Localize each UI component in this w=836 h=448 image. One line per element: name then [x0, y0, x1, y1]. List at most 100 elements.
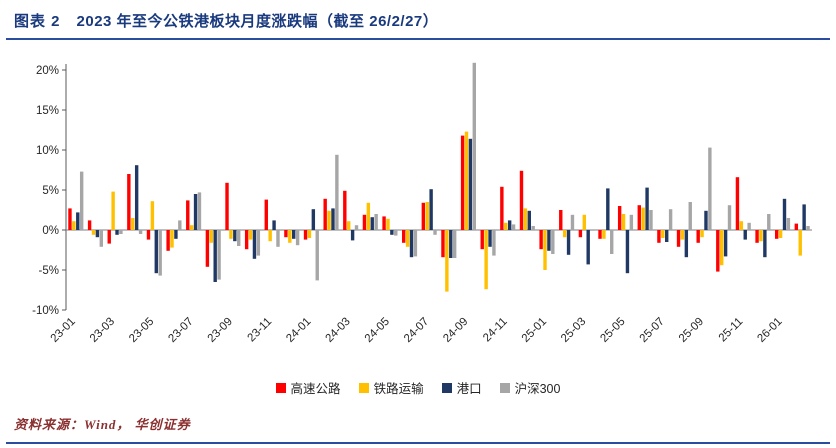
bar-港口-24-05: [390, 230, 394, 235]
bar-沪深300-25-01: [551, 230, 555, 254]
bar-港口-24-03: [350, 230, 355, 241]
bar-港口-25-05: [625, 230, 630, 274]
bar-沪深300-24-12: [531, 226, 535, 230]
x-tick-label: 26-01: [755, 316, 784, 345]
bar-港口-24-07: [429, 189, 433, 230]
header-divider: [6, 38, 830, 40]
bar-沪深300-23-04: [138, 230, 143, 234]
legend-swatch-icon: [441, 382, 452, 393]
legend-item-沪深300: 沪深300: [499, 378, 561, 397]
bar-高速公路-23-08: [205, 230, 210, 267]
bar-铁路运输-23-06: [170, 230, 174, 248]
bar-铁路运输-23-12: [288, 230, 292, 243]
bar-港口-23-05: [154, 230, 158, 274]
x-tick-label: 25-07: [638, 316, 667, 345]
bar-沪深300-24-01: [315, 230, 319, 281]
bar-高速公路-23-11: [264, 199, 268, 230]
bar-铁路运输-24-04: [366, 202, 371, 230]
bar-港口-23-12: [292, 230, 296, 239]
bar-高速公路-26-01: [775, 230, 779, 239]
bar-高速公路-25-10: [716, 230, 720, 272]
bar-港口-23-07: [193, 194, 198, 230]
bar-高速公路-24-04: [362, 214, 367, 230]
legend-swatch-icon: [275, 382, 286, 393]
bar-高速公路-24-06: [402, 230, 406, 243]
bar-铁路运输-23-09: [229, 230, 233, 239]
bar-沪深300-25-12: [767, 214, 771, 230]
bar-沪深300-25-10: [727, 205, 732, 230]
bar-沪深300-25-11: [747, 222, 751, 230]
bar-港口-23-10: [252, 230, 257, 259]
bar-沪深300-24-04: [374, 214, 378, 230]
bar-铁路运输-24-05: [386, 218, 390, 230]
legend-item-港口: 港口: [441, 378, 482, 397]
bar-沪深300-25-03: [590, 230, 594, 231]
bar-沪深300-25-04: [610, 230, 614, 254]
legend-label: 港口: [456, 382, 482, 396]
bar-高速公路-24-02: [323, 198, 327, 230]
y-tick-label: 0%: [42, 225, 59, 237]
x-tick-label: 23-01: [49, 316, 78, 345]
bar-港口-25-06: [645, 187, 649, 230]
bar-高速公路-23-03: [107, 230, 111, 244]
bar-沪深300-25-02: [570, 214, 575, 230]
x-tick-label: 23-09: [206, 316, 235, 345]
bar-沪深300-24-06: [413, 230, 418, 257]
bar-沪深300-24-08: [452, 230, 457, 258]
legend-label: 铁路运输: [373, 382, 424, 396]
bar-铁路运输-24-12: [523, 208, 528, 230]
bar-铁路运输-25-03: [582, 214, 586, 230]
figure-header: 图表 2 2023 年至今公铁港板块月度涨跌幅（截至 26/2/27）: [14, 10, 438, 31]
bar-chart: 20% 15% 10% 5% 0% -5% -10%23-01 23-03 23-05 23-07…: [32, 62, 812, 345]
bar-港口-25-08: [684, 230, 689, 258]
bar-港口-25-11: [743, 230, 747, 240]
bar-高速公路-25-06: [637, 205, 641, 230]
bar-高速公路-25-05: [617, 206, 622, 230]
bar-铁路运输-23-11: [268, 230, 272, 242]
bar-高速公路-25-07: [657, 230, 661, 243]
bar-港口-25-12: [763, 230, 767, 258]
legend-label: 沪深300: [514, 382, 561, 396]
x-tick-label: 24-09: [441, 316, 470, 345]
bar-高速公路-25-12: [755, 230, 759, 243]
figure-title: 2023 年至今公铁港板块月度涨跌幅（截至 26/2/27）: [76, 13, 439, 30]
legend-item-高速公路: 高速公路: [275, 378, 341, 397]
x-tick-label: 24-03: [323, 316, 352, 345]
y-tick-label: -5%: [39, 265, 59, 277]
bar-沪深300-23-09: [237, 230, 241, 246]
bar-铁路运输-23-10: [248, 230, 253, 240]
x-tick-label: 23-05: [127, 316, 156, 345]
bar-港口-23-02: [95, 230, 100, 238]
bar-沪深300-25-09: [708, 147, 712, 230]
bar-铁路运输-23-04: [131, 218, 135, 230]
bar-高速公路-24-11: [500, 186, 504, 230]
bar-港口-24-10: [488, 230, 492, 247]
bar-沪深300-24-03: [354, 225, 359, 230]
bar-高速公路-24-12: [519, 170, 524, 230]
bar-铁路运输-23-05: [150, 201, 155, 230]
bar-铁路运输-24-08: [445, 230, 449, 292]
bar-高速公路-23-04: [127, 174, 131, 230]
bar-铁路运输-25-01: [543, 230, 547, 270]
bar-铁路运输-23-02: [91, 230, 96, 235]
bar-沪深300-24-05: [394, 230, 398, 236]
bar-高速公路-24-05: [382, 216, 386, 230]
y-tick-label: -10%: [32, 305, 59, 317]
bar-铁路运输-25-10: [720, 230, 724, 266]
bar-沪深300-25-05: [629, 214, 634, 230]
bar-沪深300-23-10: [256, 230, 261, 256]
bar-港口-25-10: [723, 230, 728, 257]
bar-沪深300-23-08: [217, 230, 221, 280]
x-tick-label: 23-03: [88, 316, 117, 345]
bar-港口-24-08: [449, 230, 453, 258]
bar-高速公路-23-07: [186, 200, 190, 230]
bar-铁路运输-23-08: [209, 230, 213, 243]
bar-铁路运输-24-11: [504, 222, 508, 230]
bar-港口-26-01: [782, 198, 787, 230]
bar-铁路运输-25-09: [700, 230, 704, 238]
bar-高速公路-24-03: [343, 190, 347, 230]
x-tick-label: 24-07: [402, 316, 431, 345]
bar-高速公路-23-06: [166, 230, 170, 251]
bar-高速公路-24-09: [460, 135, 465, 230]
x-tick-label: 25-11: [717, 316, 746, 345]
